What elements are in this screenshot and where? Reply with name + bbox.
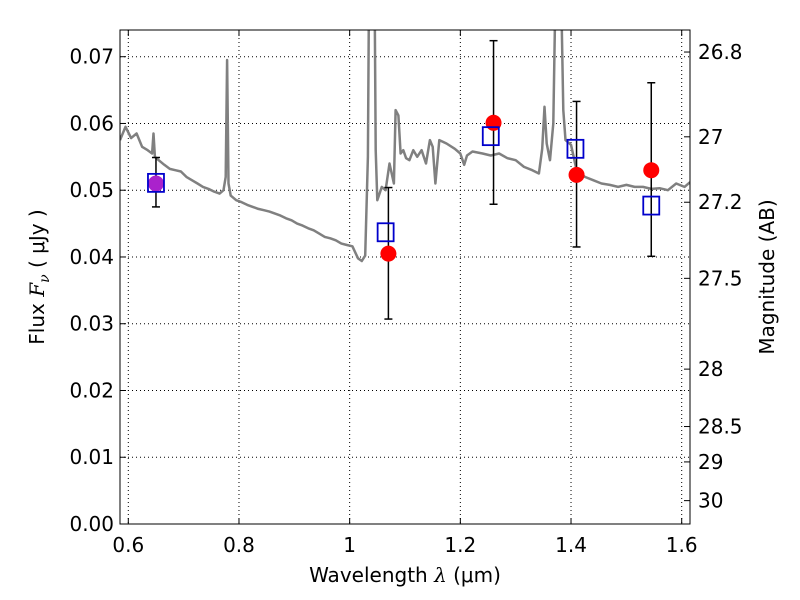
x-tick-label: 1.6 — [666, 533, 698, 557]
x-axis-title-text: Wavelength — [309, 563, 434, 587]
model-spectrum-line — [120, 30, 690, 263]
observed-flux-point — [568, 166, 585, 183]
observed-flux-point — [643, 162, 660, 179]
observed-flux-point — [147, 175, 164, 192]
model-points-layer — [147, 126, 661, 243]
y-tick-label: 0.02 — [69, 378, 114, 402]
model-photometry-square — [642, 195, 661, 216]
spectrum-layer — [120, 30, 690, 263]
model-photometry-square — [376, 222, 395, 243]
model-photometry-square — [147, 172, 165, 193]
y-tick-label: 0.07 — [69, 45, 114, 69]
y2-tick-label: 27.2 — [698, 190, 743, 214]
y-axis-title-symbol: F — [25, 282, 49, 298]
x-axis-title-unit: (μm) — [447, 563, 501, 587]
y-axis-title-subscript: ν — [37, 274, 53, 283]
x-axis-ticks: 0.6 0.8 1 1.2 1.4 1.6 — [112, 30, 698, 557]
y-axis-title-unit: ( μJy ) — [25, 209, 49, 274]
y-tick-label: 0.00 — [69, 512, 114, 536]
y2-axis-title: Magnitude (AB) — [755, 199, 779, 354]
model-photometry-square — [481, 126, 500, 147]
plot-background — [120, 30, 690, 524]
y-axis-title: Flux Fν ( μJy ) — [25, 209, 53, 344]
y-tick-label: 0.01 — [69, 445, 114, 469]
x-tick-label: 1 — [343, 533, 356, 557]
x-tick-label: 0.8 — [223, 533, 255, 557]
y2-tick-label: 27.5 — [698, 266, 743, 290]
x-tick-label: 1.4 — [555, 533, 587, 557]
x-axis-title-symbol: λ — [433, 563, 447, 587]
y-tick-label: 0.03 — [69, 312, 114, 336]
y2-tick-label: 28 — [698, 357, 723, 381]
plot-frame — [119, 29, 691, 525]
y-axis-title-text: Flux — [25, 297, 49, 345]
x-tick-label: 0.6 — [112, 533, 144, 557]
x-axis-title: Wavelength λ (μm) — [309, 563, 501, 587]
y2-tick-label: 28.5 — [698, 415, 743, 439]
model-photometry-square — [566, 138, 585, 159]
x-tick-label: 1.2 — [444, 533, 476, 557]
y2-tick-label: 26.8 — [698, 40, 743, 64]
observed-flux-point — [380, 245, 397, 262]
y-tick-label: 0.06 — [69, 111, 114, 135]
y-axis-ticks: 0.00 0.01 0.02 0.03 0.04 0.05 0.06 0.07 — [69, 45, 126, 536]
y2-tick-label: 30 — [698, 489, 723, 513]
y-tick-label: 0.04 — [69, 245, 114, 269]
y2-tick-label: 27 — [698, 125, 723, 149]
y2-tick-label: 29 — [698, 450, 723, 474]
y-tick-label: 0.05 — [69, 178, 114, 202]
y2-axis-ticks: 26.8 27 27.2 27.5 28 28.5 29 30 — [684, 40, 743, 513]
